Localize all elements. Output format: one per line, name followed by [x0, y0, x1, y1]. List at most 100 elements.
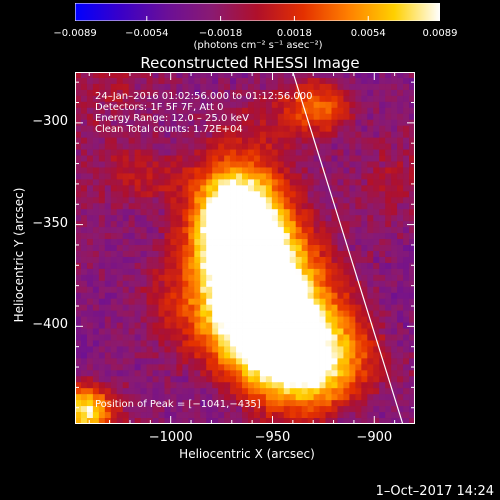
heatmap-cell: [122, 137, 130, 144]
heatmap-cell: [361, 245, 368, 252]
heatmap-cell: [98, 215, 106, 222]
heatmap-cell: [343, 245, 350, 252]
heatmap-cell: [230, 72, 237, 79]
heatmap-cell: [331, 191, 338, 198]
heatmap-cell: [379, 167, 386, 174]
heatmap-cell: [134, 406, 142, 413]
heatmap-cell: [319, 143, 326, 150]
heatmap-cell: [301, 113, 309, 121]
heatmap-cell: [92, 131, 100, 139]
heatmap-cell: [265, 233, 273, 240]
heatmap-cell: [307, 119, 314, 127]
heatmap-cell: [110, 113, 118, 121]
heatmap-cell: [373, 262, 380, 270]
heatmap-cell: [200, 125, 207, 133]
heatmap-cell: [385, 239, 392, 246]
heatmap-cell: [134, 119, 142, 127]
heatmap-cell: [331, 304, 338, 312]
heatmap-cell: [176, 370, 183, 377]
heatmap-cell: [259, 376, 267, 383]
heatmap-cell: [200, 370, 207, 377]
heatmap-cell: [182, 262, 189, 270]
heatmap-cell: [206, 95, 213, 103]
heatmap-cell: [134, 101, 142, 109]
heatmap-cell: [307, 388, 314, 395]
heatmap-cell: [158, 304, 165, 312]
heatmap-cell: [206, 286, 213, 294]
heatmap-cell: [337, 286, 344, 294]
heatmap-cell: [158, 119, 165, 127]
heatmap-cell: [122, 167, 130, 174]
heatmap-cell: [206, 149, 213, 156]
heatmap-cell: [343, 233, 350, 240]
heatmap-cell: [212, 191, 219, 198]
heatmap-cell: [307, 406, 314, 413]
heatmap-cell: [110, 346, 118, 353]
heatmap-cell: [80, 83, 88, 91]
heatmap-cell: [152, 316, 159, 323]
heatmap-cell: [98, 137, 106, 144]
heatmap-cell: [176, 245, 183, 252]
heatmap-cell: [170, 286, 177, 294]
heatmap-cell: [277, 113, 285, 121]
heatmap-cell: [373, 95, 380, 103]
heatmap-cell: [104, 179, 112, 186]
heatmap-cell: [104, 89, 112, 97]
heatmap-cell: [92, 173, 100, 180]
heatmap-cell: [170, 304, 177, 312]
heatmap-cell: [355, 370, 362, 377]
heatmap-cell: [325, 346, 332, 353]
heatmap-cell: [212, 209, 219, 216]
heatmap-cell: [307, 161, 314, 168]
heatmap-cell: [337, 334, 344, 341]
heatmap-cell: [289, 250, 297, 258]
heatmap-cell: [325, 250, 332, 258]
heatmap-cell: [349, 203, 356, 210]
heatmap-cell: [355, 346, 362, 353]
heatmap-cell: [313, 89, 320, 97]
heatmap-cell: [337, 376, 344, 383]
heatmap-cell: [277, 83, 285, 91]
heatmap-cell: [182, 167, 189, 174]
heatmap-cell: [331, 328, 338, 335]
heatmap-cell: [176, 239, 183, 246]
heatmap-cell: [343, 191, 350, 198]
heatmap-cell: [92, 89, 100, 97]
heatmap-cell: [253, 173, 261, 180]
heatmap-cell: [397, 328, 404, 335]
heatmap-cell: [391, 412, 398, 419]
heatmap-cell: [230, 268, 237, 276]
heatmap-cell: [277, 245, 285, 252]
heatmap-cell: [319, 292, 326, 300]
heatmap-cell: [403, 227, 410, 234]
heatmap-cell: [373, 256, 380, 264]
heatmap-cell: [182, 274, 189, 282]
heatmap-cell: [337, 125, 344, 133]
heatmap-cell: [247, 215, 255, 222]
heatmap-cell: [92, 262, 100, 270]
heatmap-cell: [289, 400, 297, 407]
heatmap-cell: [200, 388, 207, 395]
heatmap-cell: [86, 418, 94, 424]
heatmap-cell: [403, 137, 410, 144]
heatmap-cell: [295, 215, 303, 222]
heatmap-cell: [212, 119, 219, 127]
heatmap-cell: [242, 268, 249, 276]
heatmap-cell: [343, 292, 350, 300]
heatmap-cell: [230, 83, 237, 91]
heatmap-cell: [331, 388, 338, 395]
heatmap-cell: [253, 310, 261, 318]
heatmap-cell: [110, 185, 118, 192]
heatmap-cell: [188, 137, 195, 144]
heatmap-cell: [104, 352, 112, 359]
heatmap-cell: [253, 89, 261, 97]
heatmap-cell: [259, 280, 267, 288]
heatmap-cell: [379, 250, 386, 258]
heatmap-cell: [259, 394, 267, 401]
heatmap-cell: [152, 89, 159, 97]
heatmap-cell: [403, 328, 410, 335]
heatmap-cell: [301, 101, 309, 109]
heatmap-cell: [259, 292, 267, 300]
heatmap-cell: [140, 125, 147, 133]
heatmap-cell: [367, 72, 374, 79]
